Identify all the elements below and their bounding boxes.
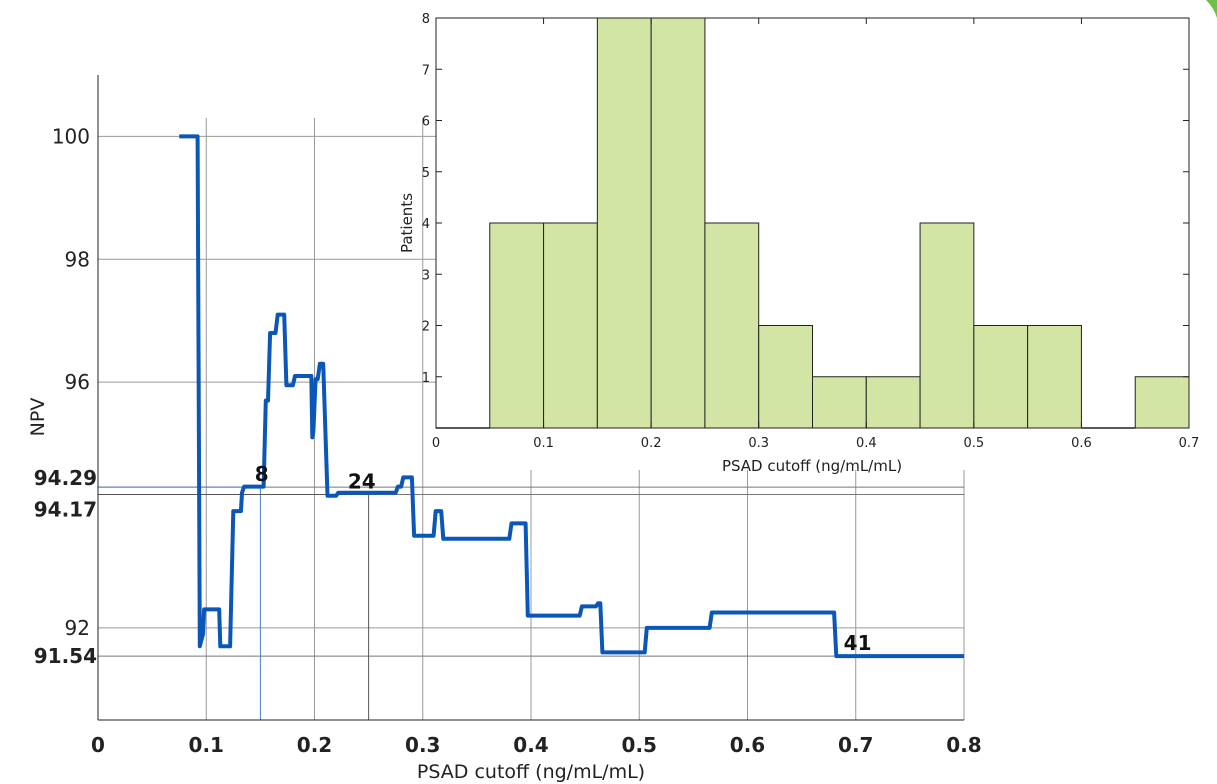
inset-y-tick-label: 6 bbox=[422, 115, 430, 130]
inset-y-tick-label: 2 bbox=[422, 320, 430, 335]
histogram-bar bbox=[758, 325, 814, 429]
histogram-bar bbox=[596, 17, 652, 429]
corner-decoration bbox=[1206, 0, 1217, 18]
main-x-axis-label: PSAD cutoff (ng/mL/mL) bbox=[417, 761, 645, 783]
histogram-bar bbox=[489, 222, 545, 429]
histogram-bar bbox=[1134, 376, 1190, 429]
cutoff-annotation-label: 41 bbox=[844, 631, 872, 655]
inset-x-tick-label: 0.1 bbox=[533, 436, 554, 451]
main-y-axis-label: NPV bbox=[27, 398, 49, 437]
histogram-bar bbox=[543, 222, 598, 429]
main-x-tick-label: 0.8 bbox=[946, 733, 981, 757]
histogram-bar bbox=[704, 222, 760, 429]
inset-bars bbox=[436, 17, 1190, 429]
main-y-tick-label: 100 bbox=[52, 124, 90, 148]
cutoff-annotation-label: 24 bbox=[348, 470, 376, 494]
main-highlight-tick-label: 94.17 bbox=[34, 498, 97, 522]
inset-x-tick-label: 0 bbox=[432, 436, 440, 451]
inset-y-tick-label: 7 bbox=[422, 63, 430, 78]
histogram-bar bbox=[919, 222, 975, 429]
main-x-tick-label: 0.1 bbox=[189, 733, 224, 757]
inset-x-ticks: 0 0.1 0.2 0.3 0.4 0.5 0.6 0.7 bbox=[432, 18, 1199, 451]
inset-x-tick-label: 0.7 bbox=[1179, 436, 1200, 451]
main-x-tick-label: 0.6 bbox=[730, 733, 765, 757]
inset-x-tick-label: 0.5 bbox=[964, 436, 985, 451]
main-x-tick-label: 0.5 bbox=[622, 733, 657, 757]
main-x-tick-label: 0.7 bbox=[838, 733, 873, 757]
main-highlight-tick-label: 94.29 bbox=[34, 466, 97, 490]
histogram-bar bbox=[1027, 325, 1082, 429]
inset-x-tick-label: 0.3 bbox=[748, 436, 769, 451]
inset-y-tick-label: 5 bbox=[422, 166, 430, 181]
main-axes bbox=[97, 75, 964, 721]
inset-y-tick-label: 8 bbox=[422, 12, 430, 27]
inset-x-tick-label: 0.4 bbox=[856, 436, 877, 451]
inset-y-axis-label: Patients bbox=[398, 193, 416, 253]
histogram-bar bbox=[973, 325, 1029, 429]
inset-y-tick-label: 4 bbox=[422, 217, 430, 232]
main-x-tick-label: 0.2 bbox=[297, 733, 332, 757]
main-x-tick-label: 0.3 bbox=[405, 733, 440, 757]
inset-y-tick-label: 1 bbox=[422, 371, 430, 386]
main-annotations: 8 24 41 bbox=[255, 462, 872, 655]
npv-series-line bbox=[179, 134, 964, 659]
inset-y-ticks: 1 2 3 4 5 6 7 8 bbox=[422, 12, 1189, 386]
main-y-tick-label: 98 bbox=[65, 247, 90, 271]
cutoff-annotation-label: 8 bbox=[255, 462, 269, 486]
main-highlight-tick-label: 91.54 bbox=[34, 644, 97, 668]
histogram-bar bbox=[812, 376, 867, 429]
main-y-ticks: 100 98 96 92 94.29 94.17 91.54 bbox=[34, 124, 97, 668]
main-x-ticks: 0 0.1 0.2 0.3 0.4 0.5 0.6 0.7 0.8 bbox=[91, 733, 982, 757]
main-x-tick-label: 0 bbox=[91, 733, 105, 757]
inset-histogram: 0 0.1 0.2 0.3 0.4 0.5 0.6 0.7 1 2 3 4 5 6 7 8 PSAD cut… bbox=[398, 12, 1199, 475]
inset-x-axis-label: PSAD cutoff (ng/mL/mL) bbox=[722, 457, 902, 475]
histogram-bar bbox=[650, 17, 706, 429]
histogram-bar bbox=[865, 376, 921, 429]
inset-x-tick-label: 0.2 bbox=[641, 436, 662, 451]
main-reference-lines bbox=[98, 486, 370, 720]
inset-x-tick-label: 0.6 bbox=[1071, 436, 1092, 451]
main-x-tick-label: 0.4 bbox=[513, 733, 548, 757]
main-y-tick-label: 96 bbox=[65, 370, 90, 394]
main-y-tick-label: 92 bbox=[65, 616, 90, 640]
inset-y-tick-label: 3 bbox=[422, 268, 430, 283]
